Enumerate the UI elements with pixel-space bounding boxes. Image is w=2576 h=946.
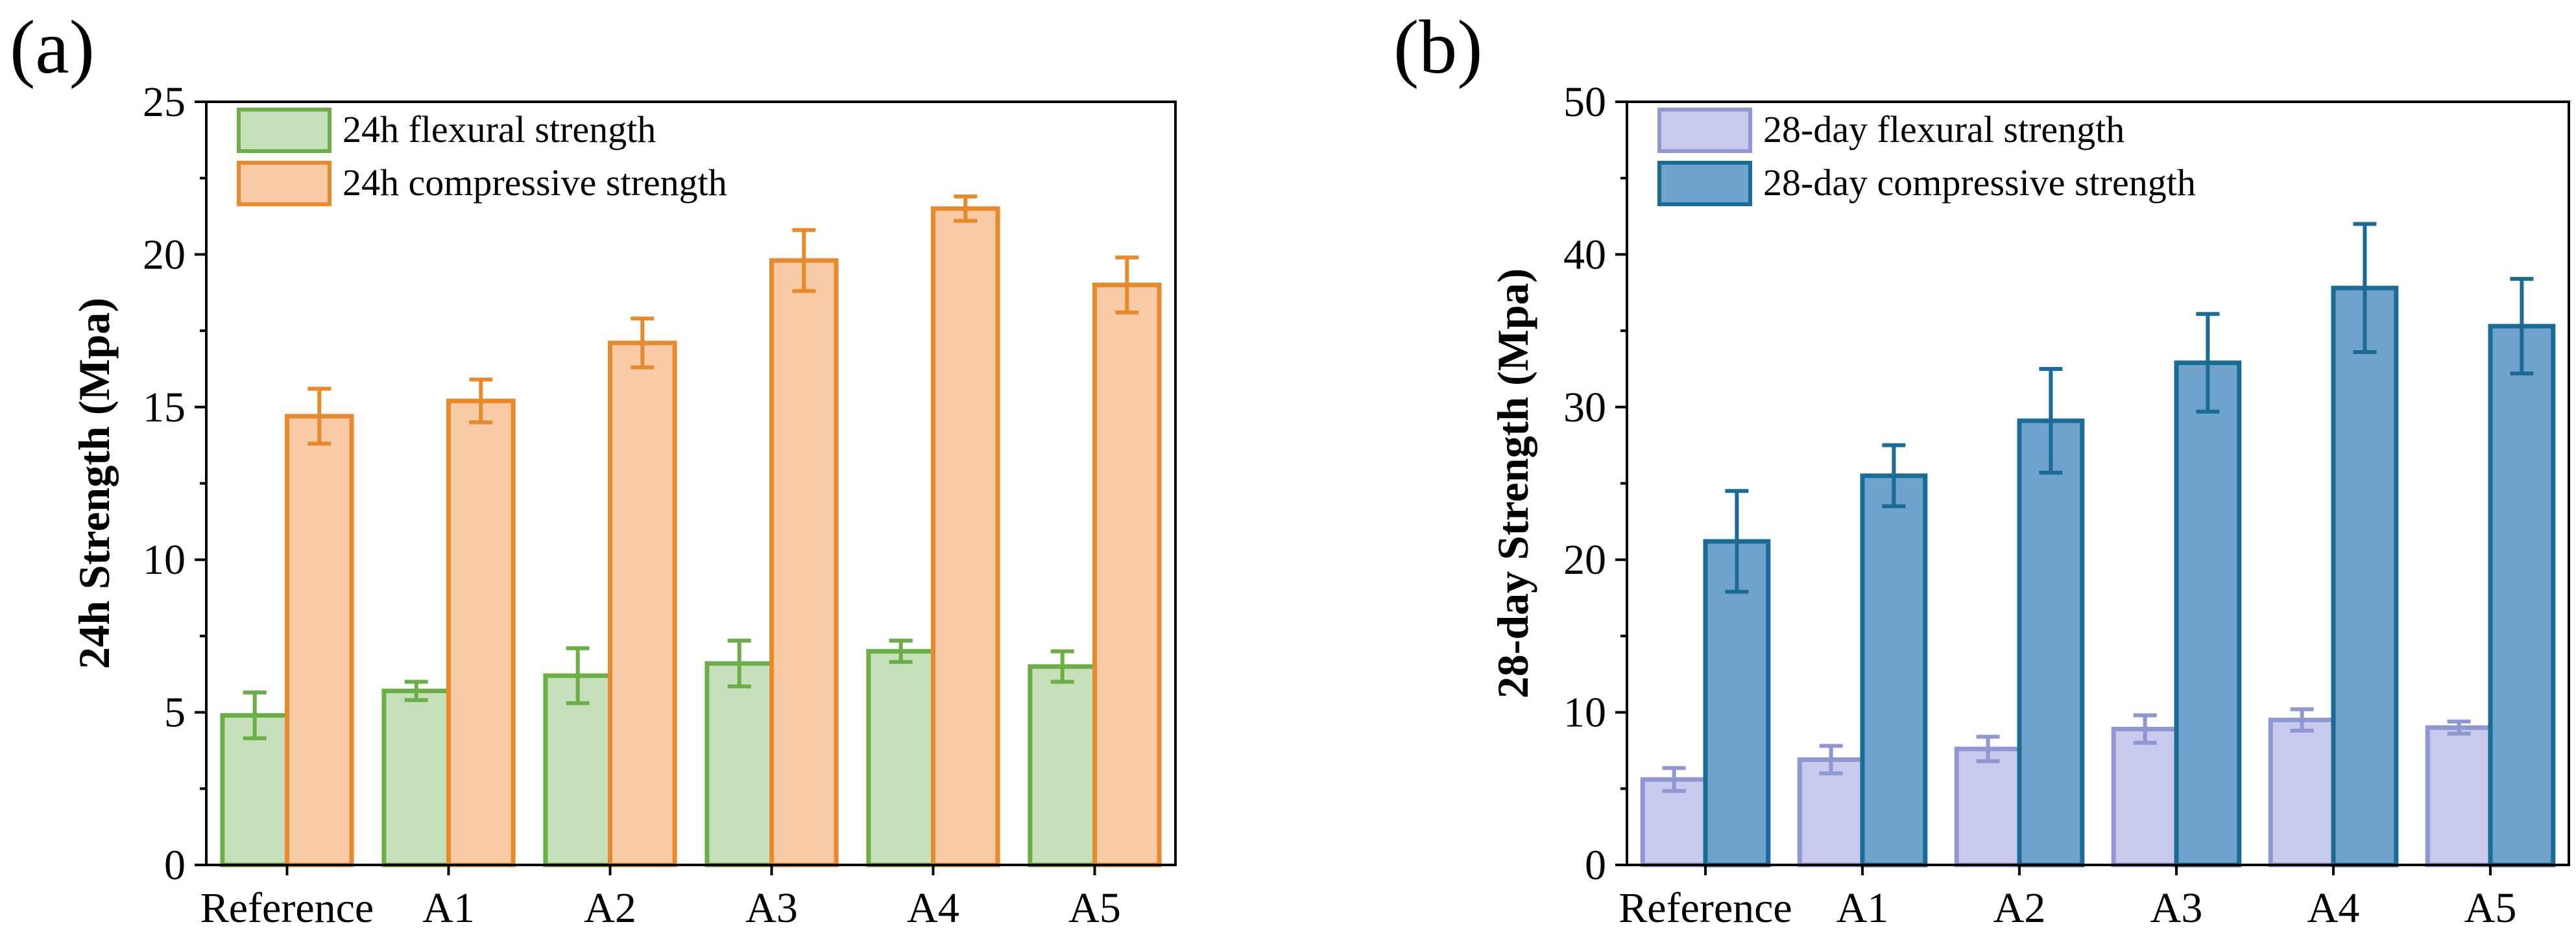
y-tick-label: 50: [1563, 78, 1606, 126]
x-tick-label: A3: [745, 884, 798, 932]
plot-frame: [205, 101, 1177, 866]
y-tick-label: 25: [143, 78, 186, 126]
legend-label-0: 24h flexural strength: [343, 108, 656, 150]
bar-a-s0-a1: [381, 689, 451, 868]
legend-label-1: 24h compressive strength: [343, 161, 727, 204]
panel-b: (b) 0 10 20 30 40 50 28-day Strength (Mpa) Refer…: [1393, 5, 2570, 932]
bar-b-s1-a2: [2017, 418, 2085, 868]
bar-b-s0-a1: [1797, 757, 1865, 868]
bar-a-s1-a5: [1092, 282, 1162, 868]
x-tick-label: A3: [2150, 884, 2203, 932]
legend-label-0: 28-day flexural strength: [1763, 108, 2125, 150]
bar-a-s0-a3: [704, 661, 775, 868]
bar-b-s0-a4: [2268, 717, 2336, 868]
bar-a-s1-a3: [769, 258, 839, 868]
y-axis-title: 24h Strength (Mpa): [69, 298, 119, 669]
y-tick-label: 15: [143, 384, 186, 431]
bar-a-s1-reference: [285, 414, 354, 868]
x-tick-label: Reference: [1619, 884, 1792, 932]
x-tick-label: A5: [2464, 884, 2517, 932]
x-tick-label: A2: [1993, 884, 2046, 932]
legend-swatch-1: [1657, 161, 1752, 206]
x-tick-label: A4: [2307, 884, 2360, 932]
x-tick-label: A5: [1068, 884, 1121, 932]
bar-a-s1-a1: [446, 398, 516, 868]
y-tick-label: 5: [164, 689, 186, 737]
y-tick-label: 40: [1563, 231, 1606, 278]
panel-label-a: (a): [10, 5, 95, 89]
bar-b-s1-a4: [2331, 285, 2399, 868]
x-tick-label: Reference: [200, 884, 374, 932]
y-tick-label: 30: [1563, 384, 1606, 431]
y-tick-label: 10: [1563, 689, 1606, 737]
x-tick-label: A4: [907, 884, 959, 932]
bar-a-s0-a5: [1028, 664, 1098, 868]
y-axis-title: 28-day Strength (Mpa): [1488, 268, 1537, 699]
y-tick-label: 10: [143, 536, 186, 584]
panel-label-b: (b): [1393, 5, 1483, 89]
legend-label-1: 28-day compressive strength: [1763, 161, 2196, 204]
bar-b-s0-a5: [2425, 725, 2493, 868]
bar-b-s1-a5: [2488, 324, 2556, 868]
legend-swatch-0: [237, 108, 331, 153]
x-tick-label: A1: [1836, 884, 1889, 932]
bar-b-s1-a1: [1860, 473, 1928, 868]
y-tick-label: 20: [1563, 536, 1606, 584]
y-tick-label: 0: [1585, 842, 1606, 889]
bar-b-s0-a3: [2111, 726, 2179, 868]
legend-swatch-1: [237, 161, 331, 206]
panel-a: (a) 0 5 10 15 20 25 24h Strength (Mpa) Reference…: [10, 5, 1177, 932]
bar-a-s1-a4: [931, 206, 1000, 868]
plot-frame: [1626, 101, 2570, 866]
y-tick-label: 20: [143, 231, 186, 278]
bar-a-s0-reference: [220, 713, 289, 868]
bar-a-s1-a2: [608, 340, 677, 868]
bar-a-s0-a4: [866, 648, 936, 868]
bar-b-s1-a3: [2174, 361, 2242, 868]
y-tick-label: 0: [164, 842, 186, 889]
legend-swatch-0: [1657, 108, 1752, 153]
x-tick-label: A1: [422, 884, 475, 932]
x-tick-label: A2: [584, 884, 636, 932]
bar-b-s0-a2: [1954, 746, 2022, 868]
